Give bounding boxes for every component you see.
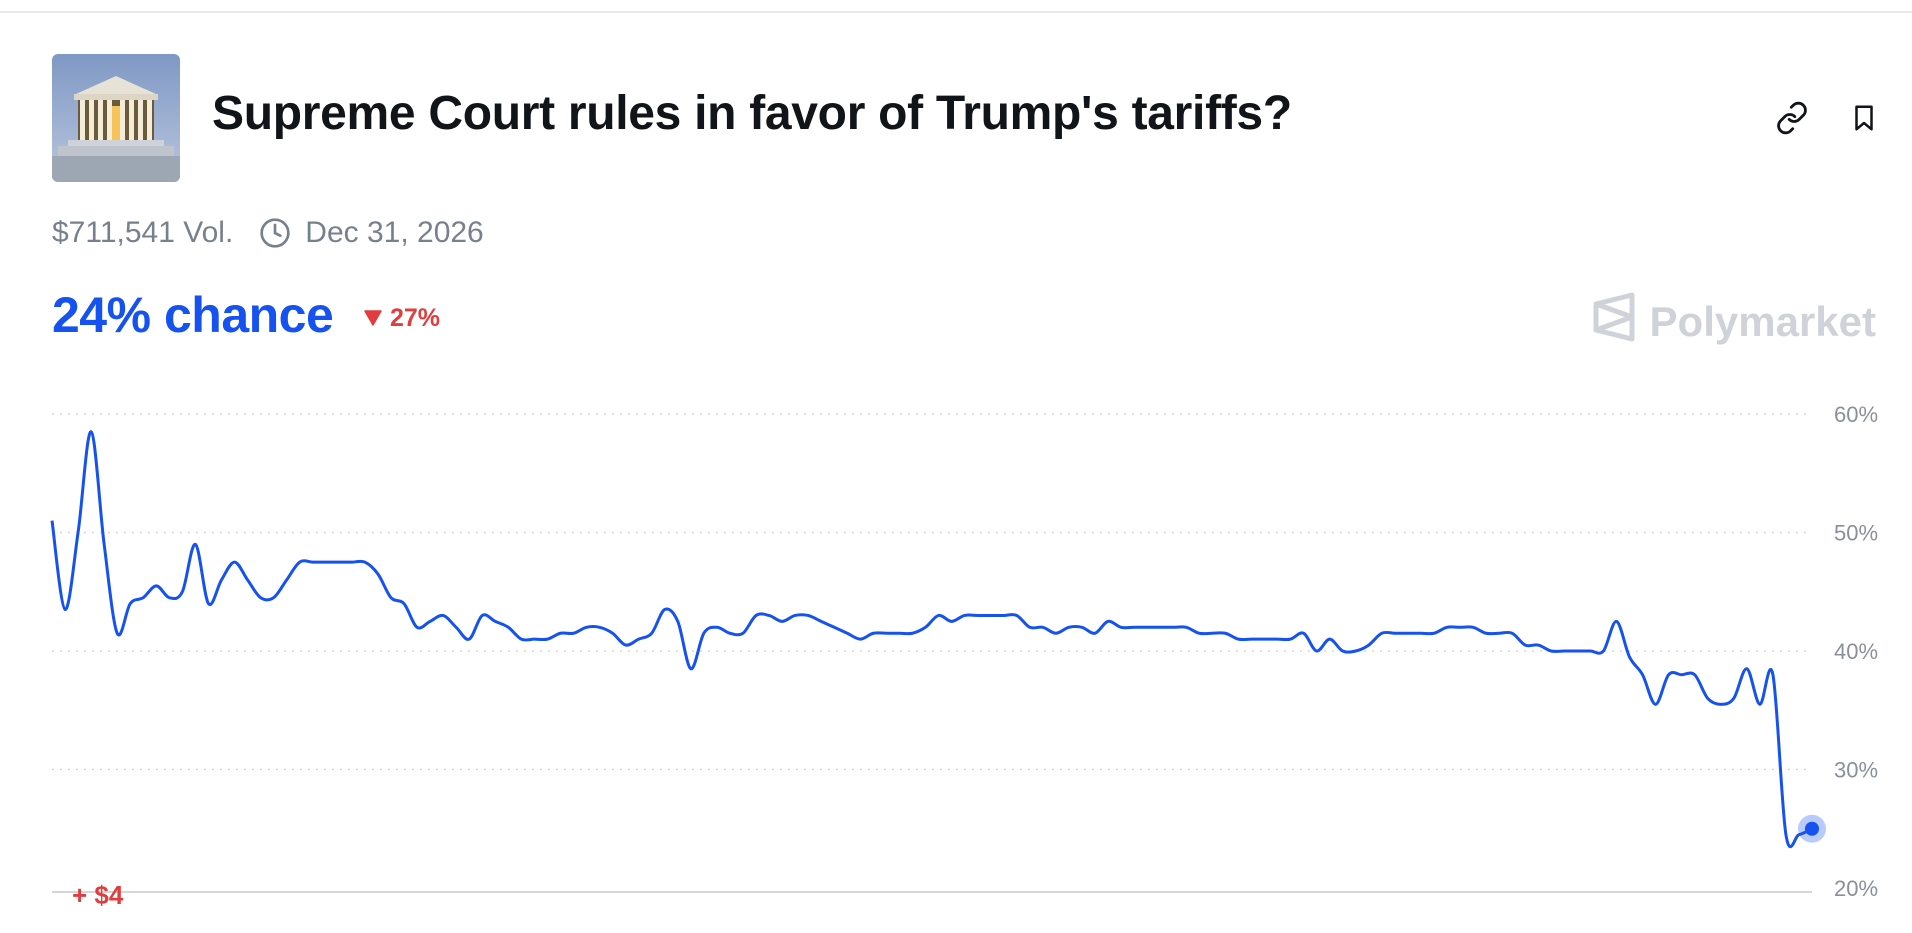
polymarket-logo-icon (1592, 292, 1636, 352)
market-title: Supreme Court rules in favor of Trump's … (212, 87, 1292, 140)
y-tick-label: 30% (1834, 758, 1878, 783)
change-value: 27% (390, 304, 441, 332)
chance-value: 24% chance (52, 287, 334, 343)
pnl-label: + $4 (72, 880, 124, 910)
triangle-down-icon (364, 304, 382, 333)
market-thumbnail (52, 54, 180, 182)
end-date-text: Dec 31, 2026 (305, 216, 484, 249)
volume-text: $711,541 Vol. (52, 216, 234, 249)
bookmark-icon[interactable] (1844, 98, 1884, 138)
price-chart-svg: 60% 50% 40% 30% 20% (50, 402, 1878, 901)
y-tick-label: 40% (1834, 639, 1878, 664)
supreme-court-image (52, 54, 180, 182)
y-tick-label: 60% (1834, 402, 1878, 427)
clock-icon (259, 217, 291, 249)
price-series-line (50, 430, 1813, 849)
brand-name: Polymarket (1649, 298, 1876, 345)
market-meta: $711,541 Vol. Dec 31, 2026 (52, 216, 484, 250)
link-icon[interactable] (1772, 98, 1812, 138)
top-divider (0, 11, 1912, 13)
polymarket-brand: Polymarket (1592, 292, 1876, 352)
current-point-marker (1805, 821, 1819, 836)
price-chart[interactable]: 60% 50% 40% 30% 20% (0, 380, 1912, 928)
y-tick-label: 50% (1834, 521, 1878, 546)
y-tick-label: 20% (1834, 876, 1878, 901)
change-badge: 27% (364, 304, 440, 333)
